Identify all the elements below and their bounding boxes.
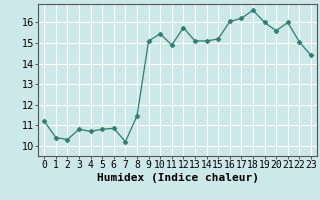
X-axis label: Humidex (Indice chaleur): Humidex (Indice chaleur) — [97, 173, 259, 183]
